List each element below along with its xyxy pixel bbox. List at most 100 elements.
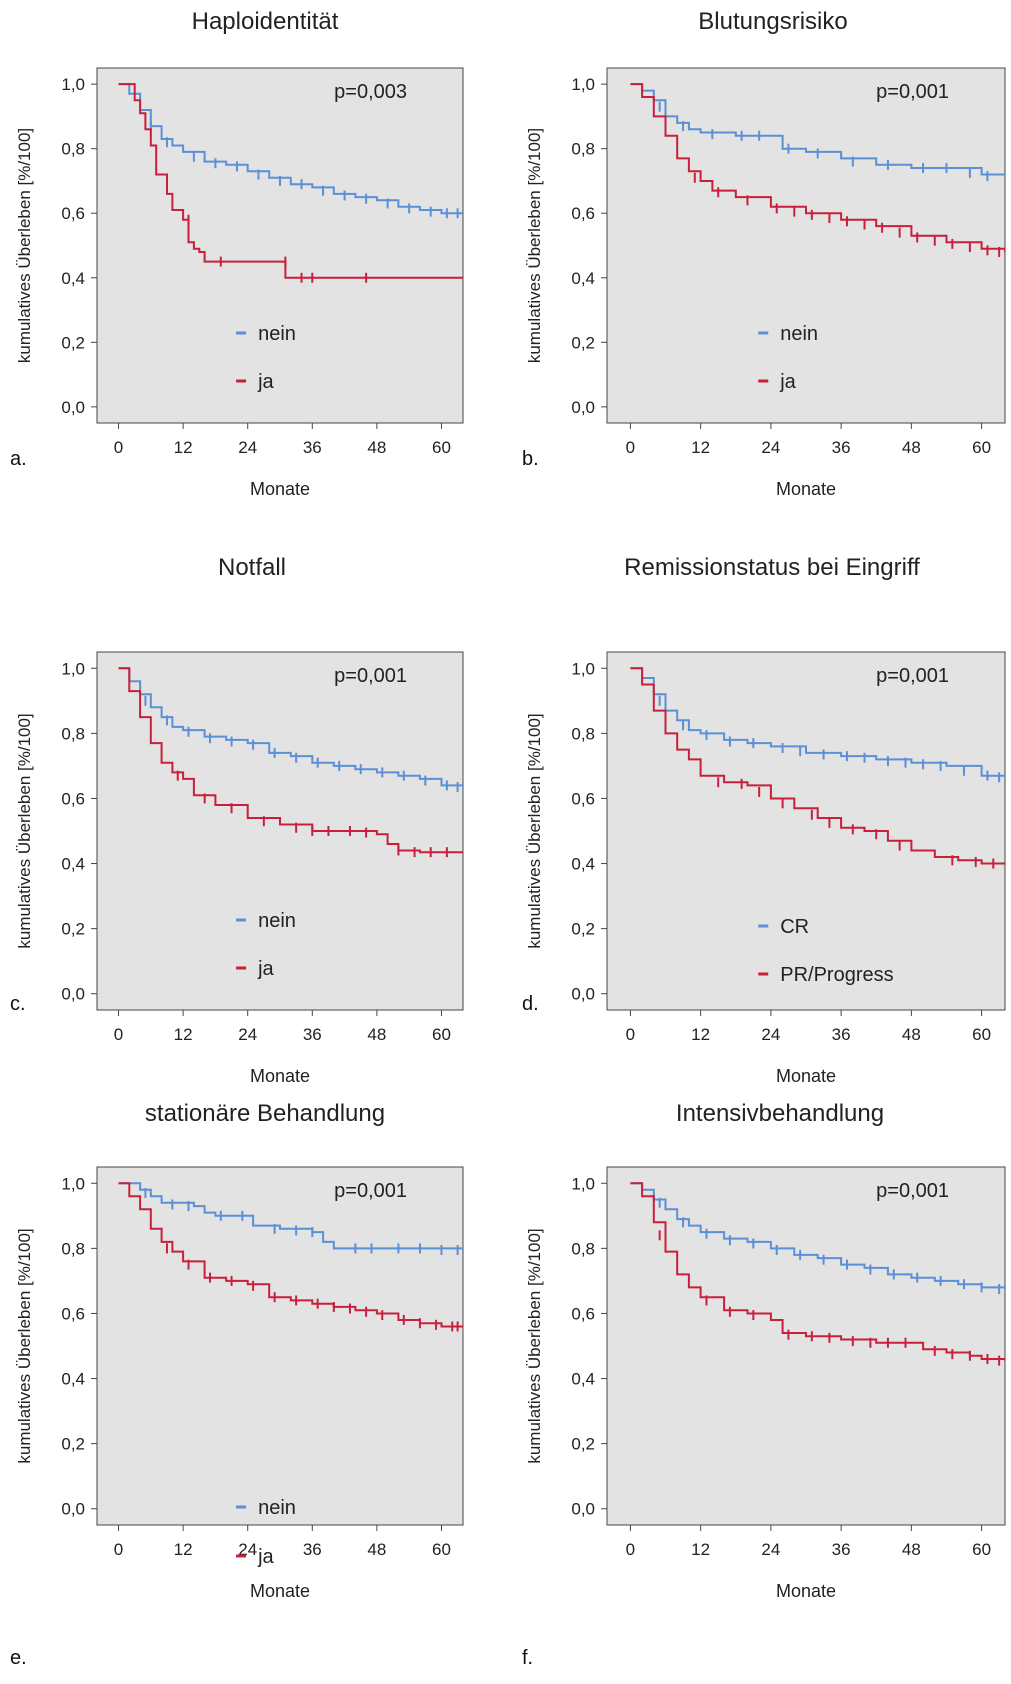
- panel-e-ytick-label-2: 0,4: [61, 1370, 85, 1389]
- panel-e-chart: 0,0 0,2 0,4 0,6 0,8 1,0 0 12 24 36 48 60 Monate kumul…: [15, 1166, 464, 1601]
- panel-c-xtick-label-4: 48: [367, 1025, 386, 1044]
- panel-e-series-1-line: [118, 1182, 463, 1250]
- panel-b-ytick-label-1: 0,2: [571, 333, 595, 352]
- panel-b-series-1-line: [630, 83, 1005, 178]
- panel-c-xtick-label-2: 24: [238, 1025, 257, 1044]
- panel-e-legend-label-2: ja: [257, 1546, 274, 1568]
- panel-a-xtick-label-4: 48: [367, 438, 386, 457]
- panel-d-letter: d.: [522, 993, 539, 1015]
- panel-d-xtick-label-3: 36: [832, 1025, 851, 1044]
- panel-e-series-2-line: [118, 1182, 463, 1328]
- panel-a-series-2-line: [118, 83, 463, 279]
- panel-c-legend-label-2: ja: [257, 958, 274, 980]
- panel-c-chart: 0,0 0,2 0,4 0,6 0,8 1,0 0 12 24 36 48 60 Monate kumul…: [15, 651, 464, 1086]
- panel-d-ytick-label-2: 0,4: [571, 855, 595, 874]
- panel-e-xlabel: Monate: [250, 1581, 310, 1601]
- panel-b-letter: b.: [522, 448, 539, 470]
- panel-c-xlabel: Monate: [250, 1066, 310, 1086]
- panel-f-xlabel: Monate: [776, 1581, 836, 1601]
- panel-c-xtick-label-1: 12: [174, 1025, 193, 1044]
- panel-c-xtick-label-0: 0: [114, 1025, 123, 1044]
- panel-d-ytick-label-3: 0,6: [571, 789, 595, 808]
- panel-b-xtick-label-0: 0: [626, 438, 635, 457]
- panel-b-p-value: p=0,001: [876, 81, 949, 103]
- panel-e-letter: e.: [10, 1647, 27, 1669]
- panel-b-ytick-label-5: 1,0: [571, 75, 595, 94]
- panel-a-ytick-label-3: 0,6: [61, 204, 85, 223]
- panel-c-p-value: p=0,001: [334, 665, 407, 687]
- panel-a-legend-label-2: ja: [257, 371, 274, 393]
- panel-e-ytick-label-0: 0,0: [61, 1500, 85, 1519]
- panel-e-p-value: p=0,001: [334, 1180, 407, 1202]
- panel-d-xtick-label-5: 60: [972, 1025, 991, 1044]
- panel-f-xtick-label-1: 12: [691, 1540, 710, 1559]
- panel-c-xtick-label-3: 36: [303, 1025, 322, 1044]
- panel-f-series-1-line: [630, 1182, 1005, 1289]
- panel-a-plot-area: [96, 67, 464, 424]
- panel-e-ytick-label-4: 0,8: [61, 1239, 85, 1258]
- panel-a-xtick-label-2: 24: [238, 438, 257, 457]
- panel-a-ytick-label-5: 1,0: [61, 75, 85, 94]
- panel-b-ytick-label-2: 0,4: [571, 269, 595, 288]
- panel-b-legend-label-1: nein: [780, 323, 818, 345]
- panel-b-ytick-label-4: 0,8: [571, 140, 595, 159]
- panel-d-ytick-label-1: 0,2: [571, 920, 595, 939]
- panel-e-legend-label-1: nein: [258, 1497, 296, 1519]
- panel-c-series-1-line: [118, 667, 463, 788]
- panel-c-letter: c.: [10, 993, 26, 1015]
- panel-a-ytick-label-1: 0,2: [61, 333, 85, 352]
- panel-b-ytick-label-3: 0,6: [571, 204, 595, 223]
- panel-d-plot-area: [606, 651, 1006, 1011]
- panel-b-xtick-label-3: 36: [832, 438, 851, 457]
- panel-f-letter: f.: [522, 1647, 534, 1669]
- panel-f-ytick-label-0: 0,0: [571, 1500, 595, 1519]
- panel-e-xtick-label-4: 48: [367, 1540, 386, 1559]
- panel-b-chart: 0,0 0,2 0,4 0,6 0,8 1,0 0 12 24 36 48 60 Monate kumul…: [525, 67, 1006, 499]
- panel-e-plot-area: [96, 1166, 464, 1526]
- panel-c-ylabel: kumulatives Überleben [%/100]: [15, 713, 34, 948]
- panel-c-ytick-label-3: 0,6: [61, 789, 85, 808]
- panel-b-plot-area: [606, 67, 1006, 424]
- panel-a-ytick-label-0: 0,0: [61, 398, 85, 417]
- panel-f-plot-area: [606, 1166, 1006, 1526]
- panel-a-xtick-label-0: 0: [114, 438, 123, 457]
- panel-b-ylabel: kumulatives Überleben [%/100]: [525, 128, 544, 363]
- panel-f-p-value: p=0,001: [876, 1180, 949, 1202]
- panel-d-legend-label-1: CR: [780, 916, 809, 938]
- panel-b-xtick-label-2: 24: [761, 438, 780, 457]
- panel-d-xtick-label-4: 48: [902, 1025, 921, 1044]
- panel-d-xtick-label-1: 12: [691, 1025, 710, 1044]
- panel-b-xtick-label-5: 60: [972, 438, 991, 457]
- panel-a-ylabel: kumulatives Überleben [%/100]: [15, 128, 34, 363]
- panel-e-xtick-label-2: 24: [238, 1540, 257, 1559]
- panel-d-xtick-label-0: 0: [626, 1025, 635, 1044]
- panel-d-xtick-label-2: 24: [761, 1025, 780, 1044]
- panel-a-xtick-label-5: 60: [432, 438, 451, 457]
- panel-f-chart: 0,0 0,2 0,4 0,6 0,8 1,0 0 12 24 36 48 60 Monate kumul…: [525, 1166, 1006, 1601]
- panel-c-ytick-label-2: 0,4: [61, 855, 85, 874]
- panel-c-ytick-label-4: 0,8: [61, 724, 85, 743]
- panel-c-plot-area: [96, 651, 464, 1011]
- panel-e-ylabel: kumulatives Überleben [%/100]: [15, 1228, 34, 1463]
- panel-c-legend-label-1: nein: [258, 910, 296, 932]
- panel-f-xtick-label-3: 36: [832, 1540, 851, 1559]
- panel-c-ytick-label-1: 0,2: [61, 920, 85, 939]
- panel-a-ytick-label-2: 0,4: [61, 269, 85, 288]
- panel-e-xtick-label-3: 36: [303, 1540, 322, 1559]
- panel-c-series-2-line: [118, 667, 463, 854]
- panel-a-chart: 0,0 0,2 0,4 0,6 0,8 1,0 0 12 24 36 48 60 Monate kumul…: [15, 67, 464, 499]
- panel-b-ytick-label-0: 0,0: [571, 398, 595, 417]
- panel-b-legend-label-2: ja: [779, 371, 796, 393]
- panel-a-title: Haploidentität: [191, 8, 339, 35]
- panel-f-xtick-label-4: 48: [902, 1540, 921, 1559]
- panel-a-ytick-label-4: 0,8: [61, 140, 85, 159]
- panel-e-xtick-label-0: 0: [114, 1540, 123, 1559]
- panel-f-ylabel: kumulatives Überleben [%/100]: [525, 1228, 544, 1463]
- panel-f-series-2-line: [630, 1182, 1005, 1361]
- panel-a-xtick-label-1: 12: [174, 438, 193, 457]
- panel-e-xtick-label-1: 12: [174, 1540, 193, 1559]
- panel-b-title: Blutungsrisiko: [698, 8, 848, 35]
- panel-a-xtick-label-3: 36: [303, 438, 322, 457]
- panel-e-xtick-label-5: 60: [432, 1540, 451, 1559]
